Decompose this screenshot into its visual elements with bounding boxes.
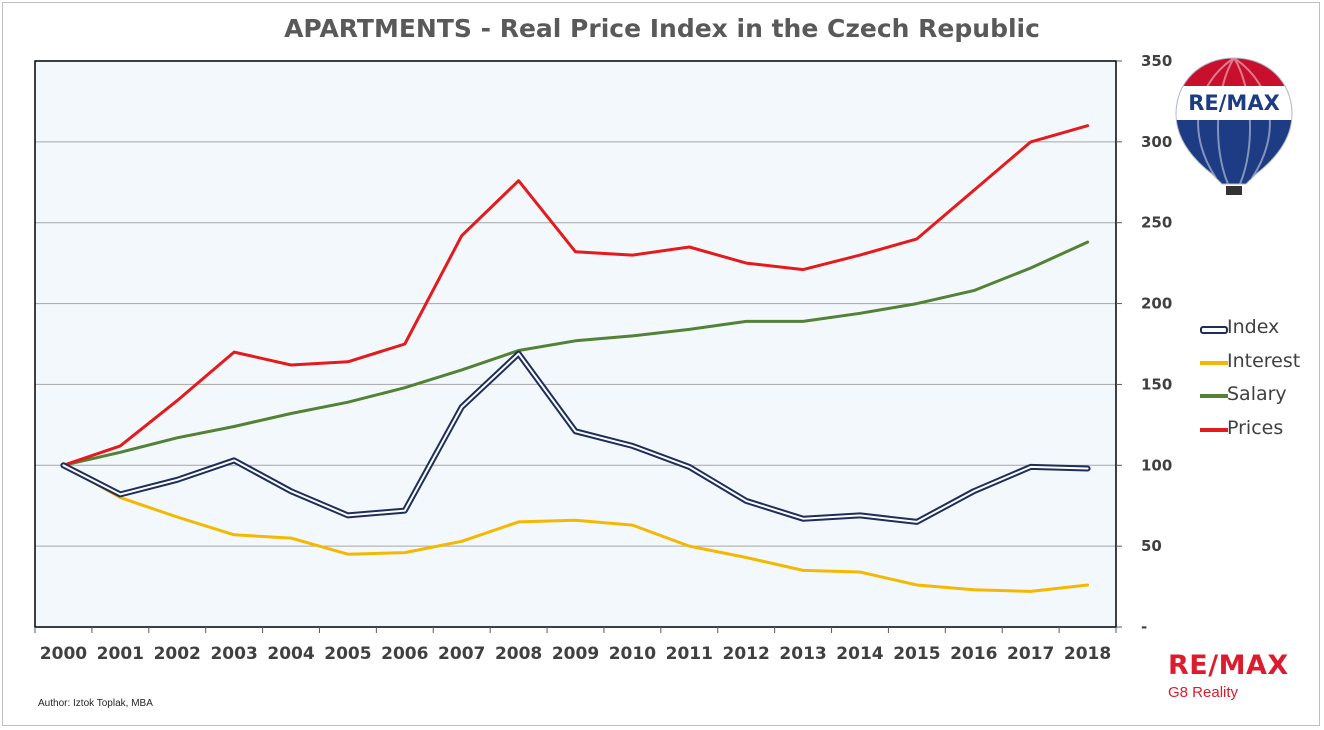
x-tick-label-2008: 2008: [495, 644, 542, 664]
legend-swatch-index: [1200, 326, 1228, 334]
x-tick-label-2016: 2016: [950, 644, 997, 664]
x-tick-label-2005: 2005: [324, 644, 371, 664]
y-tick-label-50: 50: [1141, 537, 1162, 555]
x-tick-label-2001: 2001: [97, 644, 144, 664]
x-tick-label-2011: 2011: [666, 644, 713, 664]
series-lines: [60, 124, 1091, 593]
x-tick-label-2012: 2012: [723, 644, 770, 664]
x-tick-label-2003: 2003: [210, 644, 257, 664]
author-credit: Author: Iztok Toplak, MBA: [38, 698, 153, 709]
x-tick-label-2007: 2007: [438, 644, 485, 664]
legend-swatch-interest: [1200, 360, 1228, 365]
axes: [34, 60, 1122, 633]
y-tick-label-300: 300: [1141, 133, 1172, 151]
x-tick-label-2006: 2006: [381, 644, 428, 664]
series-line-index: [62, 352, 1089, 523]
x-tick-label-2014: 2014: [836, 644, 883, 664]
brand-logo-text: RE/MAX: [1168, 650, 1289, 681]
chart-title: APARTMENTS - Real Price Index in the Cze…: [284, 14, 1040, 43]
x-tick-label-2018: 2018: [1064, 644, 1111, 664]
remax-balloon-logo: RE/MAX: [1175, 57, 1293, 195]
y-tick-label-200: 200: [1141, 295, 1172, 313]
x-tick-label-2013: 2013: [779, 644, 826, 664]
series-line-interest: [61, 463, 1090, 593]
series-line-prices: [61, 124, 1090, 467]
legend-label-interest: Interest: [1227, 349, 1301, 372]
plot-border: [34, 60, 1117, 628]
y-tick-label-150: 150: [1141, 375, 1172, 393]
y-tick-label-350: 350: [1141, 52, 1172, 70]
y-tick-label-0: -: [1141, 618, 1147, 636]
balloon-text: RE/MAX: [1188, 91, 1280, 115]
x-tick-label-2017: 2017: [1007, 644, 1054, 664]
legend-swatch-salary: [1200, 394, 1228, 398]
legend-label-index: Index: [1227, 316, 1280, 338]
x-tick-label-2002: 2002: [154, 644, 201, 664]
x-tick-label-2015: 2015: [893, 644, 940, 664]
brand-office-name: G8 Reality: [1168, 684, 1239, 701]
legend-swatch-prices: [1200, 427, 1228, 432]
tick-labels: - 50 100 150 200 250 300 350 2000 2001 2002 2003 200…: [40, 52, 1173, 664]
plot-area: [35, 61, 1116, 627]
x-tick-label-2010: 2010: [609, 644, 656, 664]
series-line-salary: [61, 240, 1090, 467]
legend-label-salary: Salary: [1227, 383, 1287, 405]
y-tick-label-100: 100: [1141, 456, 1172, 474]
y-tick-label-250: 250: [1141, 214, 1172, 232]
legend-label-prices: Prices: [1227, 416, 1284, 439]
x-tick-label-2000: 2000: [40, 644, 87, 664]
x-tick-label-2009: 2009: [552, 644, 599, 664]
x-tick-label-2004: 2004: [267, 644, 314, 664]
